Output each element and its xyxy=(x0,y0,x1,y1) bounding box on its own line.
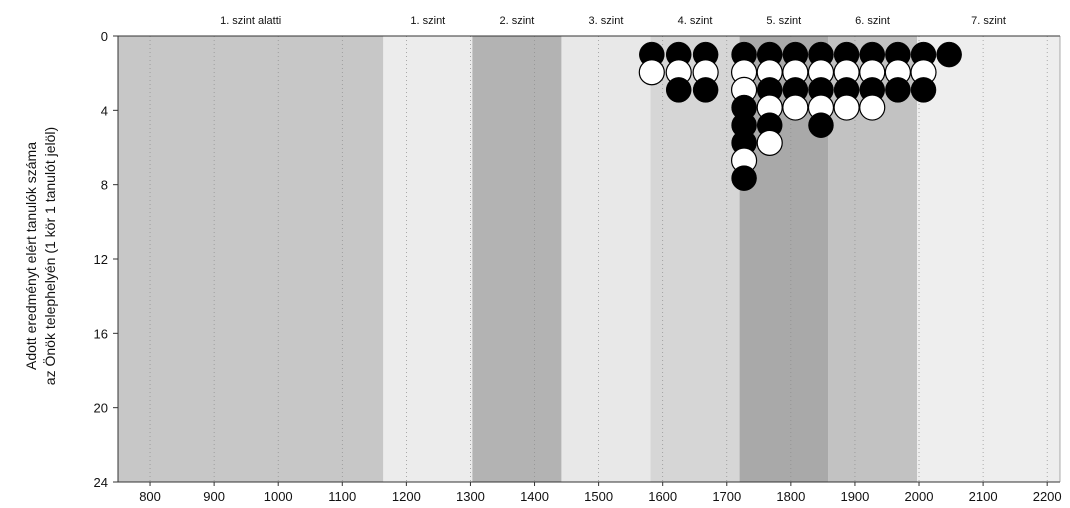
x-tick-label: 1700 xyxy=(712,489,741,504)
student-dot-black xyxy=(885,77,911,103)
x-tick-label: 900 xyxy=(203,489,225,504)
student-dot-black xyxy=(731,165,757,191)
x-tick-label: 2000 xyxy=(905,489,934,504)
student-dot-white xyxy=(756,129,783,156)
student-dot-white xyxy=(782,94,809,121)
student-dot-black xyxy=(692,77,719,103)
y-tick-label: 4 xyxy=(101,103,108,118)
y-tick-label: 12 xyxy=(94,252,108,267)
x-tick-label: 1800 xyxy=(776,489,805,504)
level-label: 4. szint xyxy=(678,15,713,27)
x-tick-label: 1500 xyxy=(584,489,613,504)
x-tick-label: 2200 xyxy=(1033,489,1062,504)
level-band xyxy=(561,36,651,482)
level-band xyxy=(118,36,384,482)
x-tick-label: 1000 xyxy=(264,489,293,504)
level-labels: 1. szint alatti 1. szint 2. szint 3. szint 4… xyxy=(220,15,1006,27)
level-label: 7. szint xyxy=(971,15,1006,27)
level-band xyxy=(917,36,1060,482)
level-label: 1. szint xyxy=(410,15,445,27)
student-dot-black xyxy=(665,77,692,103)
x-tick-label: 1300 xyxy=(456,489,485,504)
y-tick-labels: 0 4 8 12 16 20 24 xyxy=(94,29,108,490)
student-dots xyxy=(638,41,962,191)
y-tick-label: 20 xyxy=(94,401,108,416)
y-tick-label: 24 xyxy=(94,475,108,490)
x-tick-label: 2100 xyxy=(969,489,998,504)
y-axis-title: Adott eredményt elért tanulók száma az Ö… xyxy=(23,127,58,385)
x-tick-label: 1400 xyxy=(520,489,549,504)
y-tick-label: 16 xyxy=(94,326,108,341)
level-label: 5. szint xyxy=(766,15,801,27)
student-dot-white xyxy=(859,94,886,121)
level-label: 2. szint xyxy=(499,15,534,27)
x-tick-label: 1600 xyxy=(648,489,677,504)
level-band xyxy=(472,36,562,482)
y-axis-title-line-1: Adott eredményt elért tanulók száma xyxy=(23,142,39,370)
level-label: 1. szint alatti xyxy=(220,15,281,27)
level-label: 6. szint xyxy=(855,15,890,27)
x-tick-label: 1900 xyxy=(840,489,869,504)
y-tick-label: 8 xyxy=(101,178,108,193)
level-band xyxy=(650,36,740,482)
student-dot-white xyxy=(833,94,860,121)
level-band xyxy=(383,36,473,482)
y-tick-label: 0 xyxy=(101,29,108,44)
level-label: 3. szint xyxy=(589,15,624,27)
x-tick-label: 800 xyxy=(139,489,161,504)
y-axis-title-line-2: az Önök telephelyén (1 kör 1 tanulót jel… xyxy=(41,127,58,385)
axes xyxy=(113,35,1061,486)
x-tick-labels: 800 900 1000 1100 1200 1300 1400 1500 1600 1700 18… xyxy=(139,489,1061,504)
student-dot-white xyxy=(638,59,665,86)
x-tick-label: 1200 xyxy=(392,489,421,504)
level-bands xyxy=(118,36,1060,482)
student-dot-black xyxy=(910,77,937,103)
student-dot-black xyxy=(808,112,834,138)
x-tick-label: 1100 xyxy=(328,489,356,504)
student-dot-black xyxy=(936,41,962,68)
